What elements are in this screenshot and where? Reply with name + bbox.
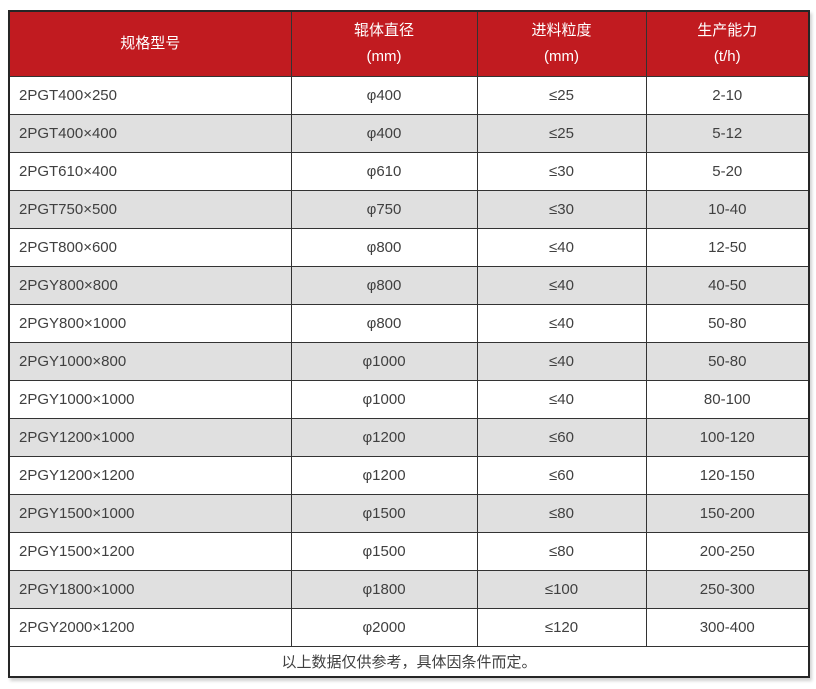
- cell-diameter: φ400: [290, 75, 478, 115]
- cell-feed: ≤25: [476, 113, 647, 153]
- cell-feed: ≤60: [476, 455, 647, 495]
- cell-diameter: φ800: [290, 265, 478, 305]
- cell-capacity: 12-50: [645, 227, 810, 267]
- cell-capacity: 10-40: [645, 189, 810, 229]
- cell-capacity: 50-80: [645, 341, 810, 381]
- header-model-label: 规格型号: [120, 35, 181, 52]
- header-capacity: 生产能力 (t/h): [645, 10, 810, 77]
- cell-diameter: φ1200: [290, 455, 478, 495]
- header-diameter: 辊体直径 (mm): [290, 10, 478, 77]
- cell-feed: ≤30: [476, 151, 647, 191]
- spec-table: 规格型号 辊体直径 (mm) 进料粒度 (mm) 生产能力 (t/h) 2PGT…: [8, 10, 810, 678]
- cell-model: 2PGT400×250: [8, 75, 292, 115]
- cell-capacity: 40-50: [645, 265, 810, 305]
- cell-capacity: 5-20: [645, 151, 810, 191]
- cell-capacity: 200-250: [645, 531, 810, 571]
- header-capacity-unit: (t/h): [713, 47, 741, 65]
- header-feed-unit: (mm): [544, 47, 579, 65]
- table-row: 2PGT800×600 φ800 ≤40 12-50: [8, 227, 810, 267]
- header-capacity-label: 生产能力: [697, 22, 758, 40]
- cell-diameter: φ1200: [290, 417, 478, 457]
- cell-model: 2PGY1000×1000: [8, 379, 292, 419]
- cell-feed: ≤40: [476, 379, 647, 419]
- table-row: 2PGY1200×1000 φ1200 ≤60 100-120: [8, 417, 810, 457]
- table-row: 2PGT400×400 φ400 ≤25 5-12: [8, 113, 810, 153]
- header-model: 规格型号: [8, 10, 292, 77]
- cell-model: 2PGY1000×800: [8, 341, 292, 381]
- table-row: 2PGT750×500 φ750 ≤30 10-40: [8, 189, 810, 229]
- cell-feed: ≤40: [476, 341, 647, 381]
- table-row: 2PGY1000×800 φ1000 ≤40 50-80: [8, 341, 810, 381]
- cell-feed: ≤40: [476, 227, 647, 267]
- cell-model: 2PGT400×400: [8, 113, 292, 153]
- table-row: 2PGT400×250 φ400 ≤25 2-10: [8, 75, 810, 115]
- cell-capacity: 80-100: [645, 379, 810, 419]
- cell-model: 2PGY1500×1200: [8, 531, 292, 571]
- cell-feed: ≤60: [476, 417, 647, 457]
- cell-model: 2PGT800×600: [8, 227, 292, 267]
- cell-capacity: 2-10: [645, 75, 810, 115]
- table-row: 2PGY1000×1000 φ1000 ≤40 80-100: [8, 379, 810, 419]
- cell-model: 2PGY1800×1000: [8, 569, 292, 609]
- footer-note: 以上数据仅供参考，具体因条件而定。: [8, 645, 810, 678]
- cell-feed: ≤40: [476, 303, 647, 343]
- cell-diameter: φ1800: [290, 569, 478, 609]
- cell-diameter: φ750: [290, 189, 478, 229]
- cell-feed: ≤80: [476, 493, 647, 533]
- cell-diameter: φ1000: [290, 341, 478, 381]
- cell-diameter: φ1500: [290, 531, 478, 571]
- table-row: 2PGY2000×1200 φ2000 ≤120 300-400: [8, 607, 810, 647]
- cell-model: 2PGY1200×1000: [8, 417, 292, 457]
- header-feed-label: 进料粒度: [531, 22, 592, 40]
- header-diameter-label: 辊体直径: [353, 22, 414, 40]
- cell-model: 2PGY2000×1200: [8, 607, 292, 647]
- cell-diameter: φ800: [290, 227, 478, 267]
- cell-model: 2PGY1500×1000: [8, 493, 292, 533]
- footer-row: 以上数据仅供参考，具体因条件而定。: [8, 645, 810, 678]
- cell-model: 2PGY800×800: [8, 265, 292, 305]
- cell-feed: ≤120: [476, 607, 647, 647]
- cell-diameter: φ610: [290, 151, 478, 191]
- header-feed: 进料粒度 (mm): [476, 10, 647, 77]
- cell-capacity: 250-300: [645, 569, 810, 609]
- cell-feed: ≤30: [476, 189, 647, 229]
- cell-capacity: 100-120: [645, 417, 810, 457]
- cell-diameter: φ400: [290, 113, 478, 153]
- table-row: 2PGY800×1000 φ800 ≤40 50-80: [8, 303, 810, 343]
- cell-capacity: 50-80: [645, 303, 810, 343]
- cell-model: 2PGT750×500: [8, 189, 292, 229]
- header-row: 规格型号 辊体直径 (mm) 进料粒度 (mm) 生产能力 (t/h): [8, 10, 810, 77]
- cell-capacity: 120-150: [645, 455, 810, 495]
- table-row: 2PGY1800×1000 φ1800 ≤100 250-300: [8, 569, 810, 609]
- cell-diameter: φ800: [290, 303, 478, 343]
- table-row: 2PGY800×800 φ800 ≤40 40-50: [8, 265, 810, 305]
- cell-feed: ≤25: [476, 75, 647, 115]
- cell-diameter: φ1000: [290, 379, 478, 419]
- table-row: 2PGY1500×1200 φ1500 ≤80 200-250: [8, 531, 810, 571]
- cell-feed: ≤100: [476, 569, 647, 609]
- cell-model: 2PGY1200×1200: [8, 455, 292, 495]
- cell-capacity: 300-400: [645, 607, 810, 647]
- table-row: 2PGY1200×1200 φ1200 ≤60 120-150: [8, 455, 810, 495]
- cell-diameter: φ2000: [290, 607, 478, 647]
- table-row: 2PGT610×400 φ610 ≤30 5-20: [8, 151, 810, 191]
- cell-capacity: 5-12: [645, 113, 810, 153]
- cell-capacity: 150-200: [645, 493, 810, 533]
- cell-feed: ≤40: [476, 265, 647, 305]
- table-row: 2PGY1500×1000 φ1500 ≤80 150-200: [8, 493, 810, 533]
- cell-model: 2PGT610×400: [8, 151, 292, 191]
- cell-model: 2PGY800×1000: [8, 303, 292, 343]
- cell-feed: ≤80: [476, 531, 647, 571]
- cell-diameter: φ1500: [290, 493, 478, 533]
- header-diameter-unit: (mm): [366, 47, 402, 65]
